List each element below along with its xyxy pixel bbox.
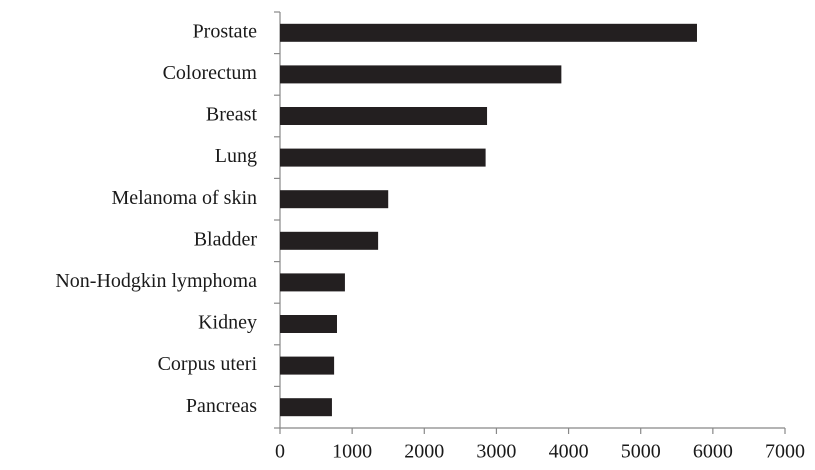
bar xyxy=(280,190,389,209)
x-tick-label: 4000 xyxy=(549,441,589,463)
y-tick-label: Corpus uteri xyxy=(158,353,258,375)
bar xyxy=(280,23,697,42)
bar xyxy=(280,273,345,292)
x-tick-label: 7000 xyxy=(765,441,805,463)
y-tick-label: Non-Hodgkin lymphoma xyxy=(55,270,257,292)
bar xyxy=(280,398,332,417)
y-tick-label: Breast xyxy=(206,104,258,126)
bar xyxy=(280,315,337,333)
bar xyxy=(280,148,486,167)
y-tick-label: Lung xyxy=(215,145,257,167)
y-tick-label: Bladder xyxy=(194,228,258,250)
y-tick-label: Melanoma of skin xyxy=(111,187,257,209)
y-tick-label: Colorectum xyxy=(163,62,258,84)
y-tick-label: Pancreas xyxy=(186,395,257,417)
x-tick-label: 3000 xyxy=(476,441,516,463)
bar xyxy=(280,231,379,250)
bar xyxy=(280,356,335,375)
x-tick-label: 1000 xyxy=(332,441,372,463)
y-tick-label: Kidney xyxy=(198,312,257,334)
x-tick-label: 0 xyxy=(275,441,285,463)
x-tick-label: 5000 xyxy=(621,441,661,463)
bar xyxy=(280,107,488,125)
x-tick-label: 6000 xyxy=(693,441,733,463)
bar xyxy=(280,65,562,84)
y-tick-label: Prostate xyxy=(193,20,258,42)
x-tick-label: 2000 xyxy=(404,441,444,463)
